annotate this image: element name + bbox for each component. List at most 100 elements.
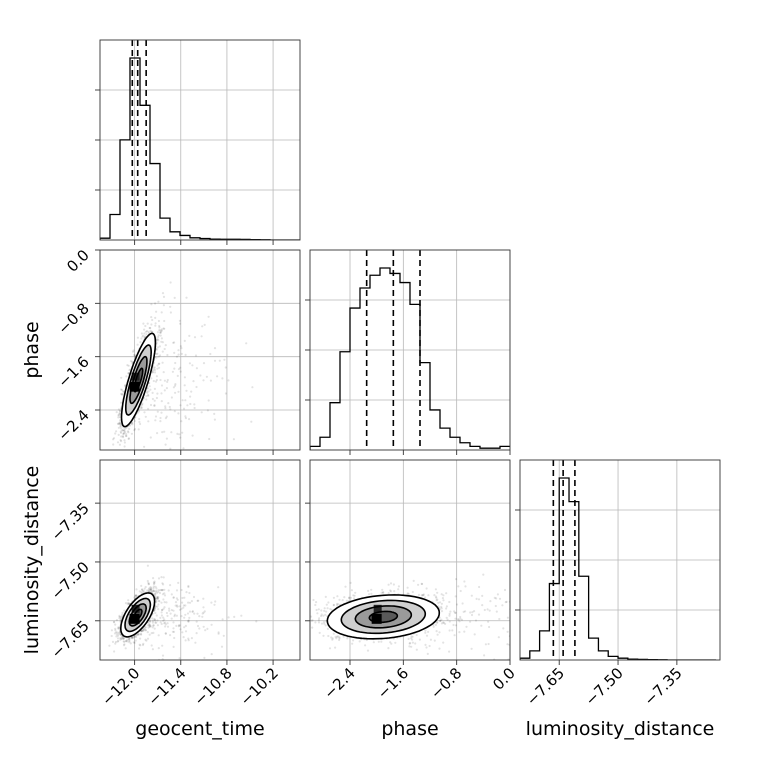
sample-point <box>338 636 341 639</box>
sample-point <box>127 437 131 440</box>
sample-point <box>577 624 579 626</box>
sample-point <box>177 368 181 371</box>
sample-point <box>154 316 157 319</box>
sample-point <box>179 370 182 373</box>
sample-point <box>189 395 192 398</box>
sample-point <box>603 630 605 632</box>
sample-point <box>149 589 152 592</box>
sample-point <box>148 587 151 590</box>
sample-point <box>134 595 137 598</box>
sample-point <box>182 636 185 639</box>
sample-point <box>168 405 171 409</box>
sample-point <box>187 585 190 589</box>
sample-point <box>151 648 154 651</box>
sample-point <box>162 583 165 586</box>
sample-point <box>651 582 653 584</box>
sample-point <box>446 618 449 621</box>
sample-point <box>439 619 442 623</box>
sample-point <box>144 626 147 629</box>
sample-point <box>161 431 164 434</box>
sample-point <box>406 586 409 589</box>
sample-point <box>154 419 157 422</box>
sample-point <box>165 601 168 604</box>
sample-point <box>157 603 160 606</box>
sample-point <box>201 612 204 615</box>
sample-point <box>185 296 188 299</box>
sample-point <box>119 424 122 427</box>
sample-point <box>635 625 637 627</box>
sample-point <box>194 354 198 357</box>
sample-point <box>382 591 385 594</box>
sample-point <box>175 624 178 628</box>
sample-point <box>528 621 530 623</box>
sample-point <box>170 608 173 612</box>
sample-point <box>120 637 123 640</box>
sample-point <box>438 647 441 650</box>
sample-point <box>343 596 346 599</box>
sample-point <box>629 585 631 587</box>
sample-point <box>314 621 317 624</box>
sample-point <box>153 618 156 621</box>
sample-point <box>116 640 119 643</box>
sample-point <box>148 385 151 388</box>
sample-point <box>178 605 181 608</box>
sample-point <box>155 310 158 313</box>
sample-point <box>498 617 501 621</box>
sample-point <box>119 637 122 640</box>
sample-point <box>142 629 145 632</box>
sample-point <box>424 596 427 599</box>
sample-point <box>411 641 414 644</box>
sample-point <box>113 650 116 653</box>
sample-point <box>162 664 164 666</box>
sample-point <box>506 616 509 619</box>
sample-point <box>297 629 299 631</box>
sample-point <box>202 611 205 614</box>
sample-point <box>124 647 127 650</box>
sample-point <box>684 625 686 627</box>
sample-point <box>221 377 224 380</box>
sample-point <box>152 583 156 586</box>
sample-point <box>442 621 445 625</box>
sample-point <box>147 626 150 629</box>
sample-point <box>160 611 163 614</box>
sample-point <box>152 369 155 372</box>
sample-point <box>192 595 196 599</box>
sample-point <box>116 631 119 634</box>
sample-point <box>464 610 467 613</box>
sample-point <box>146 631 149 634</box>
sample-point <box>393 590 396 593</box>
sample-point <box>158 329 161 332</box>
sample-point <box>133 353 136 356</box>
sample-point <box>120 393 124 396</box>
sample-point <box>578 617 580 619</box>
sample-point <box>501 604 504 607</box>
sample-point <box>169 408 172 411</box>
sample-point <box>469 611 472 614</box>
sample-point <box>169 612 172 615</box>
sample-point <box>116 637 120 640</box>
sample-point <box>170 617 173 620</box>
sample-point <box>172 386 175 389</box>
hist-panel-geocent_time <box>95 39 301 245</box>
sample-point <box>163 389 166 392</box>
sample-point <box>146 579 149 583</box>
sample-point <box>157 319 160 323</box>
sample-point <box>152 624 155 627</box>
sample-point <box>163 621 167 624</box>
sample-point <box>141 402 144 405</box>
sample-point <box>139 644 142 647</box>
sample-point <box>255 620 258 623</box>
sample-point <box>148 633 151 636</box>
sample-point <box>123 643 126 646</box>
sample-point <box>147 590 150 593</box>
sample-point <box>433 639 436 642</box>
sample-point <box>440 607 443 610</box>
sample-point <box>213 412 216 415</box>
sample-point <box>157 355 160 358</box>
sample-point <box>157 334 160 337</box>
sample-point <box>151 391 154 394</box>
sample-point <box>535 612 537 614</box>
sample-point <box>153 387 156 390</box>
sample-point <box>117 627 120 630</box>
sample-point <box>176 598 179 601</box>
